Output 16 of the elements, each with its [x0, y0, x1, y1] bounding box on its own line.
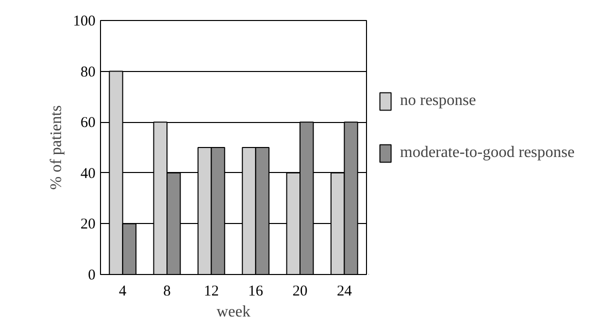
legend-label: no response — [400, 92, 476, 110]
y-tick-label: 60 — [80, 115, 96, 132]
y-axis-title: % of patients — [48, 105, 65, 190]
y-tick-label: 100 — [73, 14, 96, 30]
x-tick-label: 20 — [292, 284, 308, 300]
y-tick-label: 40 — [80, 166, 96, 182]
legend-label: moderate-to-good response — [400, 144, 575, 162]
y-tick-label: 20 — [80, 216, 96, 233]
y-tick-label: 0 — [88, 268, 96, 284]
x-tick-label: 4 — [118, 284, 127, 300]
y-tick-label: 80 — [80, 64, 96, 80]
x-axis-title: week — [216, 304, 250, 320]
x-tick-label: 16 — [248, 284, 264, 300]
x-tick-label: 24 — [336, 284, 352, 300]
x-tick-label: 8 — [163, 284, 171, 300]
x-tick-label: 12 — [204, 284, 219, 300]
